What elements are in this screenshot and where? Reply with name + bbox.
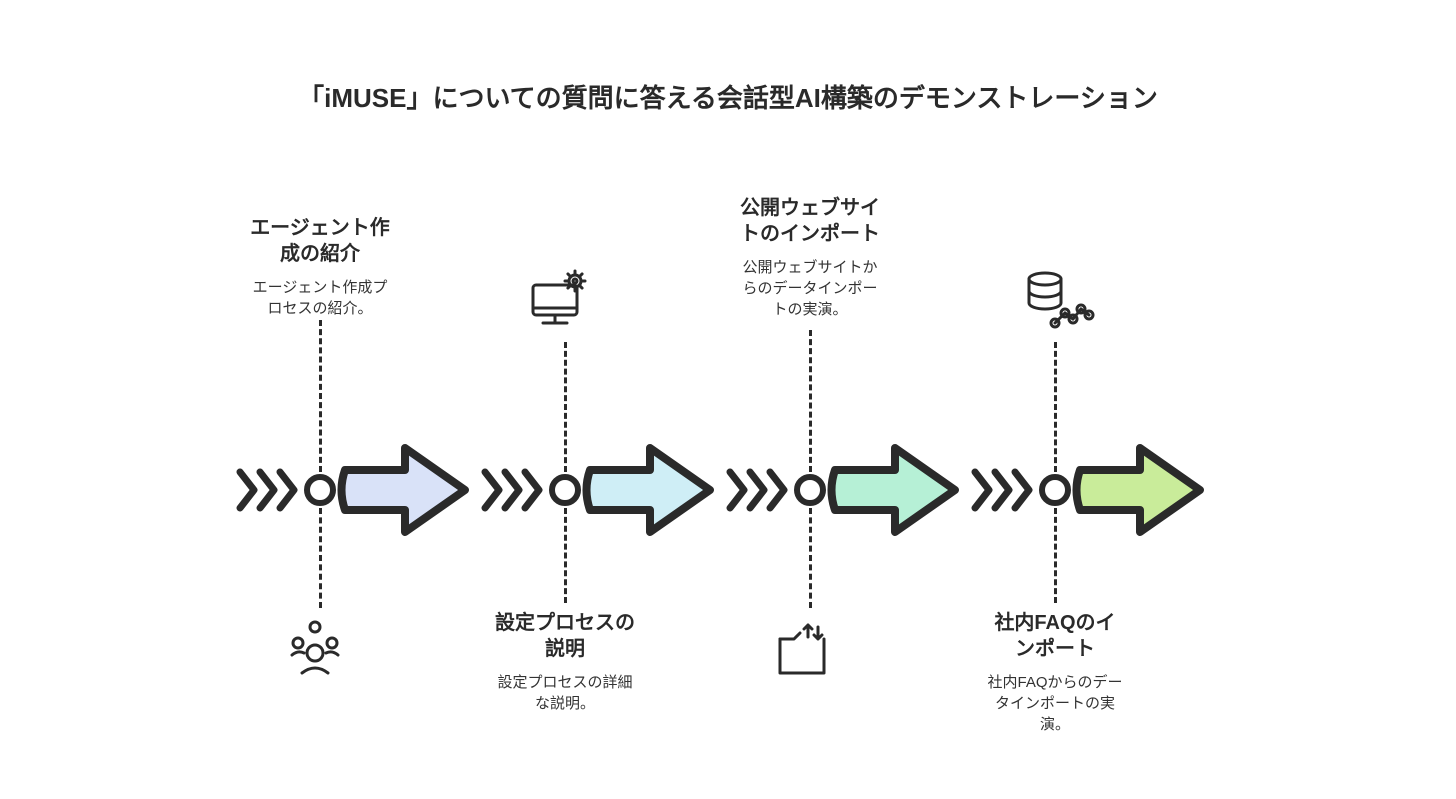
arrow-icon: [720, 420, 965, 560]
stage-block: 設定プロセスの説明設定プロセスの詳細な説明。: [455, 610, 675, 714]
arrow-icon: [965, 420, 1210, 560]
stage-block: 社内FAQのインポート社内FAQからのデータインポートの実演。: [945, 610, 1165, 735]
stage-title: エージェント作成の紹介: [210, 215, 430, 267]
monitor-gear-icon: [525, 265, 605, 345]
stage-block: 公開ウェブサイトのインポート公開ウェブサイトからのデータインポートの実演。: [700, 195, 920, 320]
stage-title: 公開ウェブサイトのインポート: [700, 195, 920, 247]
stage-block: エージェント作成の紹介エージェント作成プロセスの紹介。: [210, 215, 430, 319]
arrow-icon: [230, 420, 475, 560]
stage-desc: 公開ウェブサイトからのデータインポートの実演。: [700, 257, 920, 320]
page-title-text: 「iMUSE」についての質問に答える会話型AI構築のデモンストレーション: [298, 83, 1158, 113]
flow-unit: [475, 420, 720, 560]
connector-line: [809, 508, 812, 608]
stage-title: 社内FAQのインポート: [945, 610, 1165, 662]
flow-unit: [720, 420, 965, 560]
people-icon: [280, 615, 360, 695]
page-title: 「iMUSE」についての質問に答える会話型AI構築のデモンストレーション: [0, 78, 1456, 115]
flow-unit: [230, 420, 475, 560]
stage-title: 設定プロセスの説明: [455, 610, 675, 662]
connector-line: [564, 342, 567, 472]
flow-unit: [965, 420, 1210, 560]
stage-desc: 設定プロセスの詳細な説明。: [455, 672, 675, 714]
stage-desc: 社内FAQからのデータインポートの実演。: [945, 672, 1165, 735]
flow-row: [230, 420, 1230, 560]
connector-line: [319, 508, 322, 608]
connector-line: [564, 508, 567, 603]
connector-line: [319, 320, 322, 472]
folder-sync-icon: [770, 615, 850, 695]
connector-line: [809, 330, 812, 472]
stage-desc: エージェント作成プロセスの紹介。: [210, 277, 430, 319]
connector-line: [1054, 508, 1057, 603]
arrow-icon: [475, 420, 720, 560]
database-graph-icon: [1015, 265, 1095, 345]
connector-line: [1054, 342, 1057, 472]
